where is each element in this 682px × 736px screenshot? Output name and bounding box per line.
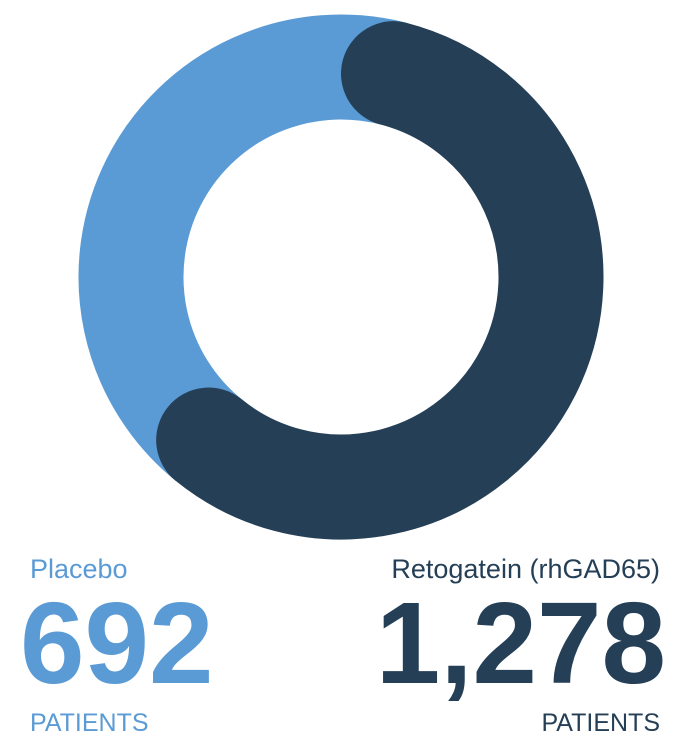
donut — [78, 14, 604, 540]
value-label: 1,278 — [376, 578, 666, 708]
value-label: 692 — [20, 578, 214, 708]
donut-segment — [156, 21, 604, 540]
donut-segment — [78, 14, 407, 481]
unit-label: PATIENTS — [30, 709, 149, 736]
category-label: Retogatein (rhGAD65) — [391, 554, 660, 584]
unit-label: PATIENTS — [541, 709, 660, 736]
category-label: Placebo — [30, 554, 128, 584]
